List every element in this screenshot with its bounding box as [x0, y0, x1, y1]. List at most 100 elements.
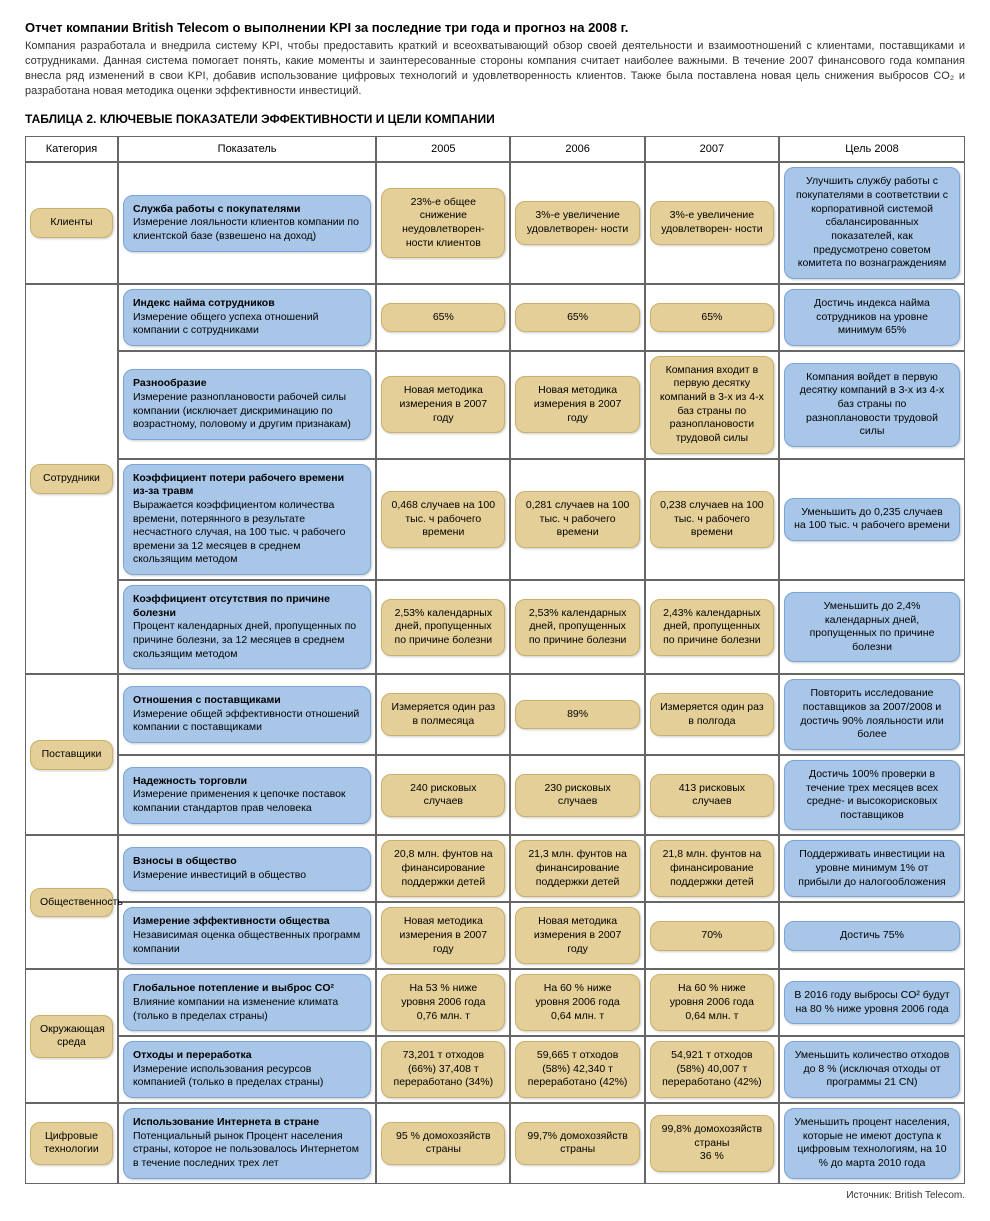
header-2005: 2005 [376, 136, 510, 162]
category-cell: Цифровые технологии [30, 1122, 113, 1165]
indicator-desc: Измерение использования ресурсов компани… [133, 1063, 361, 1090]
table-header-row: Категория Показатель 2005 2006 2007 Цель… [25, 136, 965, 162]
category-cell: Сотрудники [30, 464, 113, 494]
year-cell: 0,281 случаев на 100 тыс. ч рабочего вре… [515, 491, 639, 548]
year-cell: 413 рисковых случаев [650, 774, 774, 817]
indicator-cell: Глобальное потепление и выброс CO²Влияни… [123, 974, 371, 1031]
year-cell: 2,43% календарных дней, пропущенных по п… [650, 599, 774, 656]
year-cell: 54,921 т отходов (58%) 40,007 т перерабо… [650, 1041, 774, 1098]
indicator-title: Служба работы с покупателями [133, 203, 361, 217]
indicator-title: Использование Интернета в стране [133, 1116, 361, 1130]
indicator-title: Взносы в общество [133, 855, 361, 869]
goal-cell: В 2016 году выбросы CO² будут на 80 % ни… [784, 981, 960, 1024]
indicator-title: Отношения с поставщиками [133, 694, 361, 708]
table-row: Коэффициент потери рабочего времени из-з… [25, 459, 965, 580]
year-cell: 65% [381, 303, 505, 333]
indicator-title: Коэффициент потери рабочего времени из-з… [133, 472, 361, 499]
indicator-title: Надежность торговли [133, 775, 361, 789]
indicator-cell: Отношения с поставщикамиИзмерение общей … [123, 686, 371, 743]
year-cell: Новая методика измерения в 2007 году [515, 376, 639, 433]
year-cell: 240 рисковых случаев [381, 774, 505, 817]
table-row: Цифровые технологииИспользование Интерне… [25, 1103, 965, 1184]
indicator-cell: Коэффициент потери рабочего времени из-з… [123, 464, 371, 575]
year-cell: 2,53% календарных дней, пропущенных по п… [381, 599, 505, 656]
indicator-cell: Взносы в обществоИзмерение инвестиций в … [123, 847, 371, 890]
year-cell: Новая методика измерения в 2007 году [381, 907, 505, 964]
goal-cell: Улучшить службу работы с покупателями в … [784, 167, 960, 278]
table-row: Надежность торговлиИзмерение применения … [25, 755, 965, 836]
indicator-title: Индекс найма сотрудников [133, 297, 361, 311]
indicator-cell: РазнообразиеИзмерение разноплановости ра… [123, 369, 371, 440]
indicator-title: Отходы и переработка [133, 1049, 361, 1063]
year-cell: 73,201 т отходов (66%) 37,408 т перерабо… [381, 1041, 505, 1098]
goal-cell: Уменьшить количество отходов до 8 % (иск… [784, 1041, 960, 1098]
year-cell: Измеряется один раз в полмесяца [381, 693, 505, 736]
indicator-cell: Использование Интернета в странеПотенциа… [123, 1108, 371, 1179]
indicator-title: Коэффициент отсутствия по причине болезн… [133, 593, 361, 620]
goal-cell: Уменьшить до 0,235 случаев на 100 тыс. ч… [784, 498, 960, 541]
year-cell: 70% [650, 921, 774, 951]
category-cell: Окружающая среда [30, 1015, 113, 1058]
table-row: Коэффициент отсутствия по причине болезн… [25, 580, 965, 674]
table-row: СотрудникиИндекс найма сотрудниковИзмере… [25, 284, 965, 351]
year-cell: 3%-е увеличение удовлетворен- ности [515, 201, 639, 244]
year-cell: 230 рисковых случаев [515, 774, 639, 817]
year-cell: 3%-е увеличение удовлетворен- ности [650, 201, 774, 244]
report-title: Отчет компании British Telecom о выполне… [25, 20, 965, 35]
table-row: Измерение эффективности обществаНезависи… [25, 902, 965, 969]
header-goal-2008: Цель 2008 [779, 136, 965, 162]
indicator-desc: Процент календарных дней, пропущенных по… [133, 620, 361, 661]
year-cell: 20,8 млн. фунтов на финансирование подде… [381, 840, 505, 897]
indicator-desc: Измерение инвестиций в общество [133, 869, 361, 883]
year-cell: 23%-е общее снижение неудовлетворен- нос… [381, 188, 505, 259]
year-cell: 95 % домохозяйств страны [381, 1122, 505, 1165]
table-row: ОбщественностьВзносы в обществоИзмерение… [25, 835, 965, 902]
indicator-cell: Надежность торговлиИзмерение применения … [123, 767, 371, 824]
header-indicator: Показатель [118, 136, 376, 162]
report-intro: Компания разработала и внедрила систему … [25, 39, 965, 98]
year-cell: Новая методика измерения в 2007 году [515, 907, 639, 964]
year-cell: 65% [650, 303, 774, 333]
indicator-cell: Измерение эффективности обществаНезависи… [123, 907, 371, 964]
year-cell: 0,238 случаев на 100 тыс. ч рабочего вре… [650, 491, 774, 548]
indicator-desc: Измерение общей эффективности отношений … [133, 708, 361, 735]
category-cell: Общественность [30, 888, 113, 918]
goal-cell: Достичь 100% проверки в течение трех мес… [784, 760, 960, 831]
year-cell: 99,8% домохозяйств страны36 % [650, 1115, 774, 1172]
category-cell: Клиенты [30, 208, 113, 238]
indicator-desc: Влияние компании на изменение климата (т… [133, 996, 361, 1023]
table-row: Клиенты Служба работы с покупателямиИзмер… [25, 162, 965, 283]
indicator-desc: Измерение лояльности клиентов компании п… [133, 216, 361, 243]
header-2007: 2007 [645, 136, 779, 162]
indicator-desc: Измерение разноплановости рабочей силы к… [133, 391, 361, 432]
year-cell: 59,665 т отходов (58%) 42,340 т перерабо… [515, 1041, 639, 1098]
indicator-desc: Измерение применения к цепочке поставок … [133, 788, 361, 815]
indicator-cell: Служба работы с покупателямиИзмерение ло… [123, 195, 371, 252]
table-caption: ТАБЛИЦА 2. КЛЮЧЕВЫЕ ПОКАЗАТЕЛИ ЭФФЕКТИВН… [25, 112, 965, 126]
header-2006: 2006 [510, 136, 644, 162]
table-row: Отходы и переработкаИзмерение использова… [25, 1036, 965, 1103]
indicator-desc: Потенциальный рынок Процент населения ст… [133, 1130, 361, 1171]
category-cell: Поставщики [30, 740, 113, 770]
year-cell: 0,468 случаев на 100 тыс. ч рабочего вре… [381, 491, 505, 548]
indicator-cell: Коэффициент отсутствия по причине болезн… [123, 585, 371, 669]
year-cell: 21,8 млн. фунтов на финансирование подде… [650, 840, 774, 897]
year-cell: 21,3 млн. фунтов на финансирование подде… [515, 840, 639, 897]
indicator-desc: Измерение общего успеха отношений компан… [133, 311, 361, 338]
goal-cell: Уменьшить до 2,4% календарных дней, проп… [784, 592, 960, 663]
goal-cell: Достичь индекса найма сотрудников на уро… [784, 289, 960, 346]
indicator-cell: Отходы и переработкаИзмерение использова… [123, 1041, 371, 1098]
indicator-title: Глобальное потепление и выброс CO² [133, 982, 361, 996]
source-label: Источник: British Telecom. [25, 1190, 965, 1201]
goal-cell: Уменьшить процент населения, которые не … [784, 1108, 960, 1179]
year-cell: На 60 % ниже уровня 2006 года 0,64 млн. … [515, 974, 639, 1031]
table-row: РазнообразиеИзмерение разноплановости ра… [25, 351, 965, 459]
kpi-table: Категория Показатель 2005 2006 2007 Цель… [25, 136, 965, 1183]
year-cell: 89% [515, 700, 639, 730]
year-cell: 2,53% календарных дней, пропущенных по п… [515, 599, 639, 656]
indicator-title: Разнообразие [133, 377, 361, 391]
year-cell: На 60 % ниже уровня 2006 года 0,64 млн. … [650, 974, 774, 1031]
table-row: Окружающая средаГлобальное потепление и … [25, 969, 965, 1036]
indicator-cell: Индекс найма сотрудниковИзмерение общего… [123, 289, 371, 346]
year-cell: Новая методика измерения в 2007 году [381, 376, 505, 433]
